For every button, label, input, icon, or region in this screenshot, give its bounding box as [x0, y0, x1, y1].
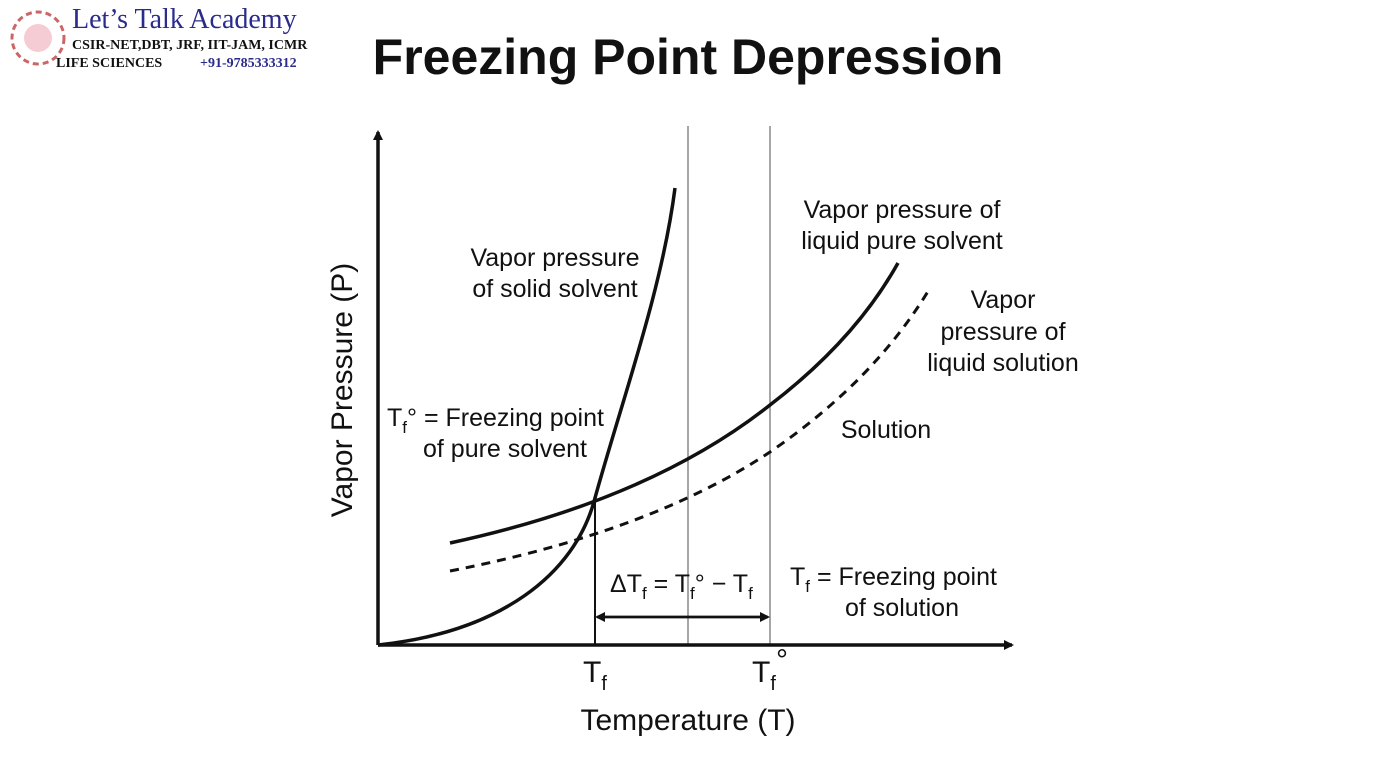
delta-sub: f — [748, 584, 753, 603]
x-tick-label: Tf° — [752, 644, 788, 695]
tick-sub: f — [601, 673, 607, 695]
annotation: pressure of — [940, 318, 1065, 346]
annotation-text: = Freezing point — [810, 563, 997, 591]
tick-text: ° — [776, 644, 788, 677]
annotation: Vapor pressure of — [804, 196, 1001, 224]
delta-label: ΔTf = Tf° − Tf — [610, 570, 753, 603]
x-label: Temperature (T) — [580, 704, 795, 737]
logo-subject: LIFE SCIENCES — [56, 56, 162, 71]
delta-sub: f — [642, 584, 647, 603]
solution-curve — [449, 287, 932, 573]
logo: Let’s Talk Academy CSIR-NET,DBT, JRF, II… — [10, 4, 308, 71]
logo-phone: +91-9785333312 — [200, 56, 297, 71]
plot — [373, 126, 1014, 650]
annotation: Tf° = Freezing point — [387, 404, 604, 437]
annotation: of pure solvent — [423, 435, 587, 463]
annotation-sub: f — [805, 577, 810, 596]
annotation-text: ° = Freezing point — [407, 404, 604, 432]
title: Freezing Point Depression — [373, 29, 1004, 85]
delta-sub: f — [690, 584, 695, 603]
delta-text: ° − T — [695, 570, 748, 598]
logo-icon — [10, 10, 66, 66]
logo-icon-core — [24, 24, 52, 52]
x-tick-label: Tf — [583, 656, 607, 695]
liquid-curve — [449, 262, 900, 545]
annotation: of solid solvent — [472, 275, 637, 303]
annotation: liquid solution — [927, 349, 1079, 377]
annotation: Vapor pressure — [470, 244, 639, 272]
logo-name: Let’s Talk Academy — [72, 4, 297, 35]
annotation: Tf = Freezing point — [790, 563, 997, 596]
annotation: Vapor — [971, 286, 1036, 314]
y-label: Vapor Pressure (P) — [326, 263, 359, 518]
annotation-sub: f — [402, 418, 407, 437]
tick-text: T — [752, 656, 770, 689]
tick-text: T — [583, 656, 601, 689]
tick-sub: f — [770, 673, 776, 695]
logo-exams: CSIR-NET,DBT, JRF, IIT-JAM, ICMR — [72, 38, 308, 53]
annotation: Solution — [841, 416, 931, 444]
annotation-text: T — [387, 404, 402, 432]
delta-text: = T — [647, 570, 690, 598]
annotation-text: T — [790, 563, 805, 591]
delta-text: ΔT — [610, 570, 642, 598]
annotation: of solution — [845, 594, 959, 622]
solid-curve — [377, 187, 677, 647]
annotation: liquid pure solvent — [801, 227, 1003, 255]
